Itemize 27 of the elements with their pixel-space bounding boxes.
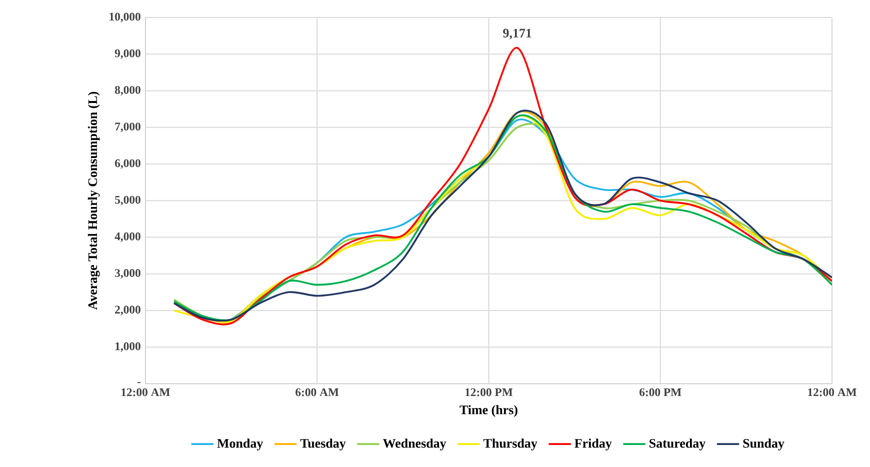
y-tick-label: 7,000 — [115, 122, 140, 132]
legend-label: Wednesday — [382, 438, 446, 450]
x-tick-label: 12:00 AM — [808, 388, 856, 396]
legend-label: Sunday — [743, 438, 784, 450]
legend-label: Friday — [574, 438, 612, 450]
x-tick-label: 12:00 AM — [122, 388, 170, 396]
y-tick-label: 3,000 — [115, 268, 140, 278]
legend-label: Tuesday — [300, 438, 346, 450]
x-tick-label: 6:00 PM — [640, 388, 682, 396]
y-tick-label: 1,000 — [115, 342, 140, 352]
y-tick-label: 9,000 — [114, 49, 140, 59]
annotation: 9,171 — [503, 28, 532, 40]
x-tick-label: 12:00 PM — [465, 388, 513, 396]
y-tick-label: 5,000 — [115, 196, 140, 206]
y-tick-label: 2,000 — [115, 305, 140, 316]
x-axis-title: Time (hrs) — [460, 404, 518, 417]
legend-label: Monday — [217, 438, 264, 450]
x-tick-label: 6:00 AM — [296, 388, 339, 396]
y-tick-label: 8,000 — [114, 86, 140, 96]
y-tick-label: 10,000 — [110, 12, 140, 22]
y-tick-label: 4,000 — [114, 232, 140, 242]
y-tick-label: - — [137, 382, 140, 383]
y-axis-title: Average Total Hourly Consumption (L) — [88, 92, 100, 310]
y-tick-label: 6,000 — [114, 158, 140, 169]
legend-label: Satureday — [650, 438, 706, 450]
line-series — [173, 46, 832, 325]
legend-label: Thursday — [483, 438, 538, 450]
